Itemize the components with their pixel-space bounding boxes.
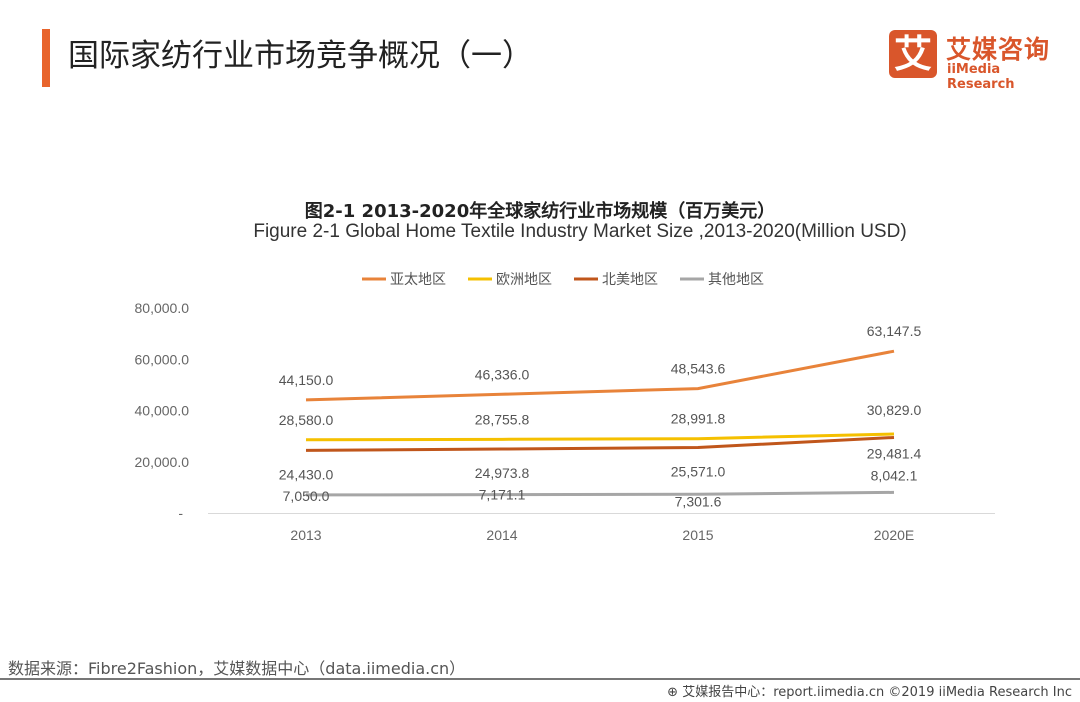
data-label: 7,050.0 — [283, 488, 330, 504]
copyright-text: 艾媒报告中心：report.iimedia.cn ©2019 iiMedia R… — [682, 685, 1072, 700]
data-label: 24,973.8 — [475, 465, 530, 481]
data-label: 8,042.1 — [871, 467, 918, 483]
y-tick-label: 20,000.0 — [135, 454, 190, 470]
data-label: 28,991.8 — [671, 411, 726, 427]
chart-title: 图2-1 2013-2020年全球家纺行业市场规模（百万美元） — [304, 201, 776, 222]
page-title: 国际家纺行业市场竞争概况（一） — [68, 38, 533, 74]
data-label: 28,755.8 — [475, 411, 530, 427]
data-label: 63,147.5 — [867, 323, 922, 339]
title-accent-bar — [42, 29, 50, 87]
legend-label: 亚太地区 — [390, 272, 446, 288]
logo-mark: 艾 — [889, 30, 937, 78]
series-line-2 — [305, 435, 895, 452]
data-label: 28,580.0 — [279, 412, 334, 428]
data-label: 24,430.0 — [279, 466, 334, 482]
series-line-0 — [305, 349, 895, 402]
x-tick-label: 2020E — [874, 527, 914, 543]
series-line-1 — [305, 432, 895, 442]
y-tick-label: 80,000.0 — [135, 300, 190, 316]
data-label: 46,336.0 — [475, 366, 530, 382]
legend-label: 北美地区 — [602, 272, 658, 288]
footer-copyright: ⊕ 艾媒报告中心：report.iimedia.cn ©2019 iiMedia… — [667, 681, 1072, 700]
footer-divider — [0, 678, 1080, 680]
globe-icon: ⊕ — [667, 685, 683, 700]
data-label: 25,571.0 — [671, 463, 726, 479]
y-tick-label: 40,000.0 — [135, 403, 190, 419]
data-label: 7,301.6 — [675, 493, 722, 509]
data-label: 30,829.0 — [867, 402, 922, 418]
data-source: 数据来源：Fibre2Fashion，艾媒数据中心（data.iimedia.c… — [8, 659, 466, 678]
logo-cn: 艾媒咨询 — [946, 35, 1051, 64]
iimedia-logo: 艾 艾媒咨询 iiMedia Research — [889, 30, 1064, 92]
x-tick-label: 2014 — [486, 527, 517, 543]
x-tick-label: 2015 — [682, 527, 713, 543]
series-line-3 — [305, 490, 895, 497]
x-tick-label: 2013 — [290, 527, 321, 543]
y-tick-label: - — [178, 505, 183, 521]
data-label: 7,171.1 — [479, 487, 526, 503]
data-label: 29,481.4 — [867, 445, 922, 461]
logo-en: iiMedia Research — [947, 62, 1015, 92]
data-label: 48,543.6 — [671, 361, 726, 377]
chart-subtitle: Figure 2-1 Global Home Textile Industry … — [253, 221, 907, 242]
y-tick-label: 60,000.0 — [135, 351, 190, 367]
legend-label: 其他地区 — [708, 272, 764, 288]
legend-label: 欧洲地区 — [496, 272, 552, 288]
data-label: 44,150.0 — [279, 372, 334, 388]
